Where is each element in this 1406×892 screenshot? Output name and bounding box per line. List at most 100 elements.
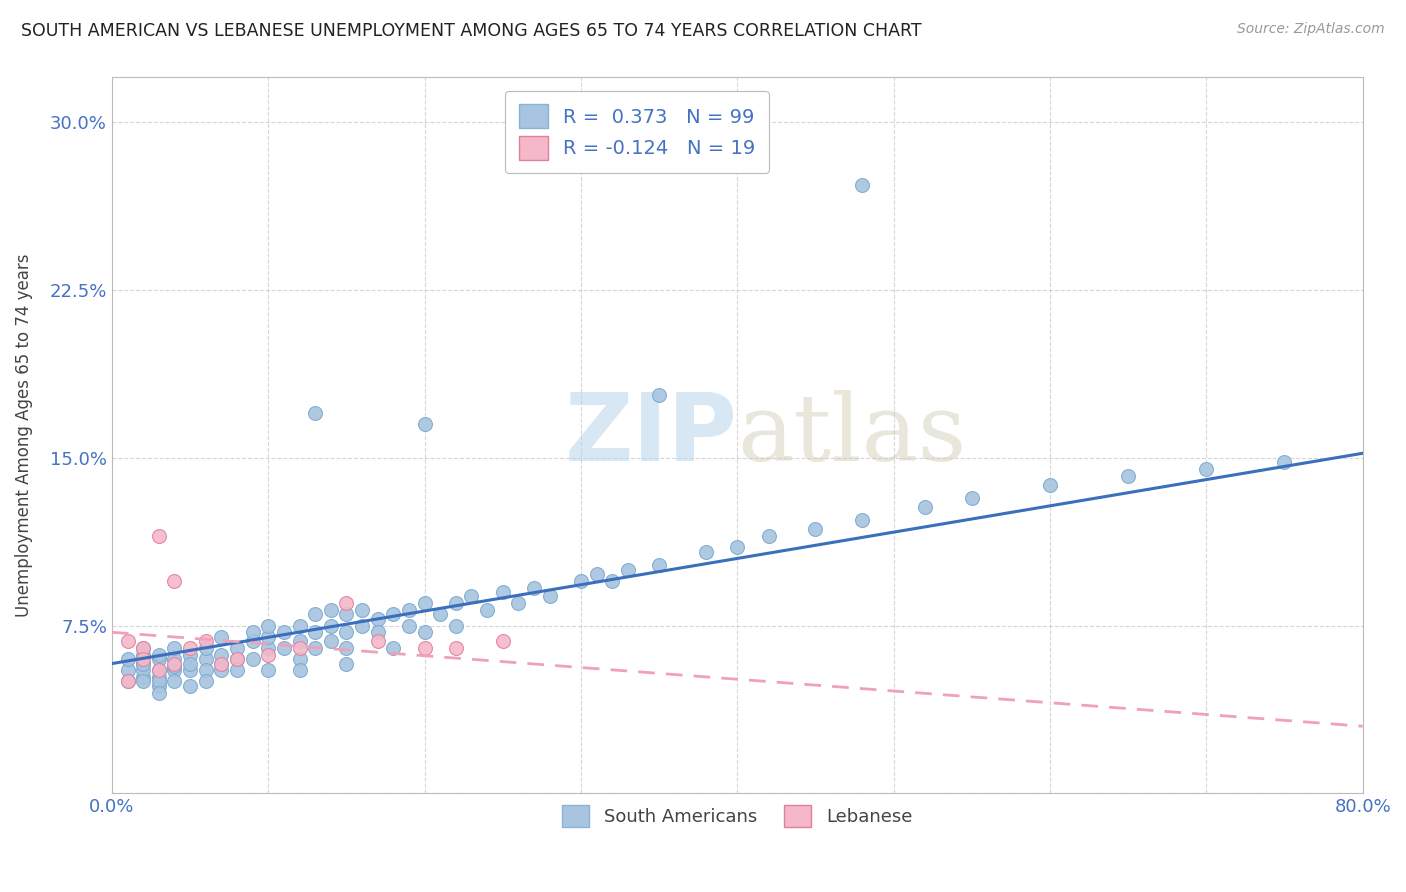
Point [194, 663, 217, 677]
Text: atlas: atlas [737, 391, 966, 481]
Point [398, 603, 420, 617]
Point [148, 663, 170, 677]
Point [242, 625, 264, 640]
Point [695, 545, 717, 559]
Point [179, 648, 201, 662]
Point [304, 406, 326, 420]
Point [194, 674, 217, 689]
Point [148, 529, 170, 543]
Point [648, 558, 671, 573]
Point [273, 640, 295, 655]
Point [117, 652, 139, 666]
Point [288, 640, 311, 655]
Text: ZIP: ZIP [564, 390, 737, 482]
Point [148, 648, 170, 662]
Point [413, 417, 436, 432]
Point [132, 652, 155, 666]
Point [117, 634, 139, 648]
Point [382, 607, 405, 622]
Legend: South Americans, Lebanese: South Americans, Lebanese [555, 798, 920, 834]
Point [179, 657, 201, 671]
Point [163, 674, 186, 689]
Point [335, 657, 357, 671]
Point [132, 674, 155, 689]
Point [163, 574, 186, 588]
Point [413, 596, 436, 610]
Point [758, 529, 780, 543]
Point [335, 596, 357, 610]
Point [226, 663, 249, 677]
Point [117, 674, 139, 689]
Point [960, 491, 983, 505]
Point [242, 652, 264, 666]
Point [132, 648, 155, 662]
Point [429, 607, 451, 622]
Point [382, 640, 405, 655]
Point [569, 574, 592, 588]
Point [1274, 455, 1296, 469]
Point [132, 670, 155, 684]
Point [600, 574, 623, 588]
Point [132, 640, 155, 655]
Point [179, 640, 201, 655]
Point [257, 648, 280, 662]
Point [617, 563, 640, 577]
Point [226, 652, 249, 666]
Point [413, 640, 436, 655]
Point [132, 663, 155, 677]
Point [492, 585, 515, 599]
Point [398, 618, 420, 632]
Point [288, 652, 311, 666]
Point [148, 663, 170, 677]
Point [148, 670, 170, 684]
Point [335, 640, 357, 655]
Point [319, 634, 342, 648]
Point [257, 640, 280, 655]
Point [179, 679, 201, 693]
Text: SOUTH AMERICAN VS LEBANESE UNEMPLOYMENT AMONG AGES 65 TO 74 YEARS CORRELATION CH: SOUTH AMERICAN VS LEBANESE UNEMPLOYMENT … [21, 22, 922, 40]
Point [163, 663, 186, 677]
Point [257, 630, 280, 644]
Y-axis label: Unemployment Among Ages 65 to 74 years: Unemployment Among Ages 65 to 74 years [15, 253, 32, 617]
Point [209, 657, 232, 671]
Point [367, 634, 389, 648]
Point [475, 603, 498, 617]
Point [288, 663, 311, 677]
Point [163, 657, 186, 671]
Point [1116, 468, 1139, 483]
Point [209, 630, 232, 644]
Point [335, 607, 357, 622]
Point [444, 640, 467, 655]
Point [117, 663, 139, 677]
Point [367, 612, 389, 626]
Point [851, 513, 873, 527]
Point [132, 657, 155, 671]
Point [209, 663, 232, 677]
Text: Source: ZipAtlas.com: Source: ZipAtlas.com [1237, 22, 1385, 37]
Point [194, 652, 217, 666]
Point [585, 567, 607, 582]
Point [288, 618, 311, 632]
Point [492, 634, 515, 648]
Point [273, 625, 295, 640]
Point [242, 634, 264, 648]
Point [163, 652, 186, 666]
Point [304, 607, 326, 622]
Point [319, 618, 342, 632]
Point [444, 596, 467, 610]
Point [148, 686, 170, 700]
Point [163, 640, 186, 655]
Point [335, 625, 357, 640]
Point [508, 596, 530, 610]
Point [163, 658, 186, 673]
Point [804, 522, 827, 536]
Point [148, 679, 170, 693]
Point [209, 648, 232, 662]
Point [851, 178, 873, 192]
Point [914, 500, 936, 514]
Point [319, 603, 342, 617]
Point [226, 652, 249, 666]
Point [444, 618, 467, 632]
Point [209, 657, 232, 671]
Point [523, 581, 546, 595]
